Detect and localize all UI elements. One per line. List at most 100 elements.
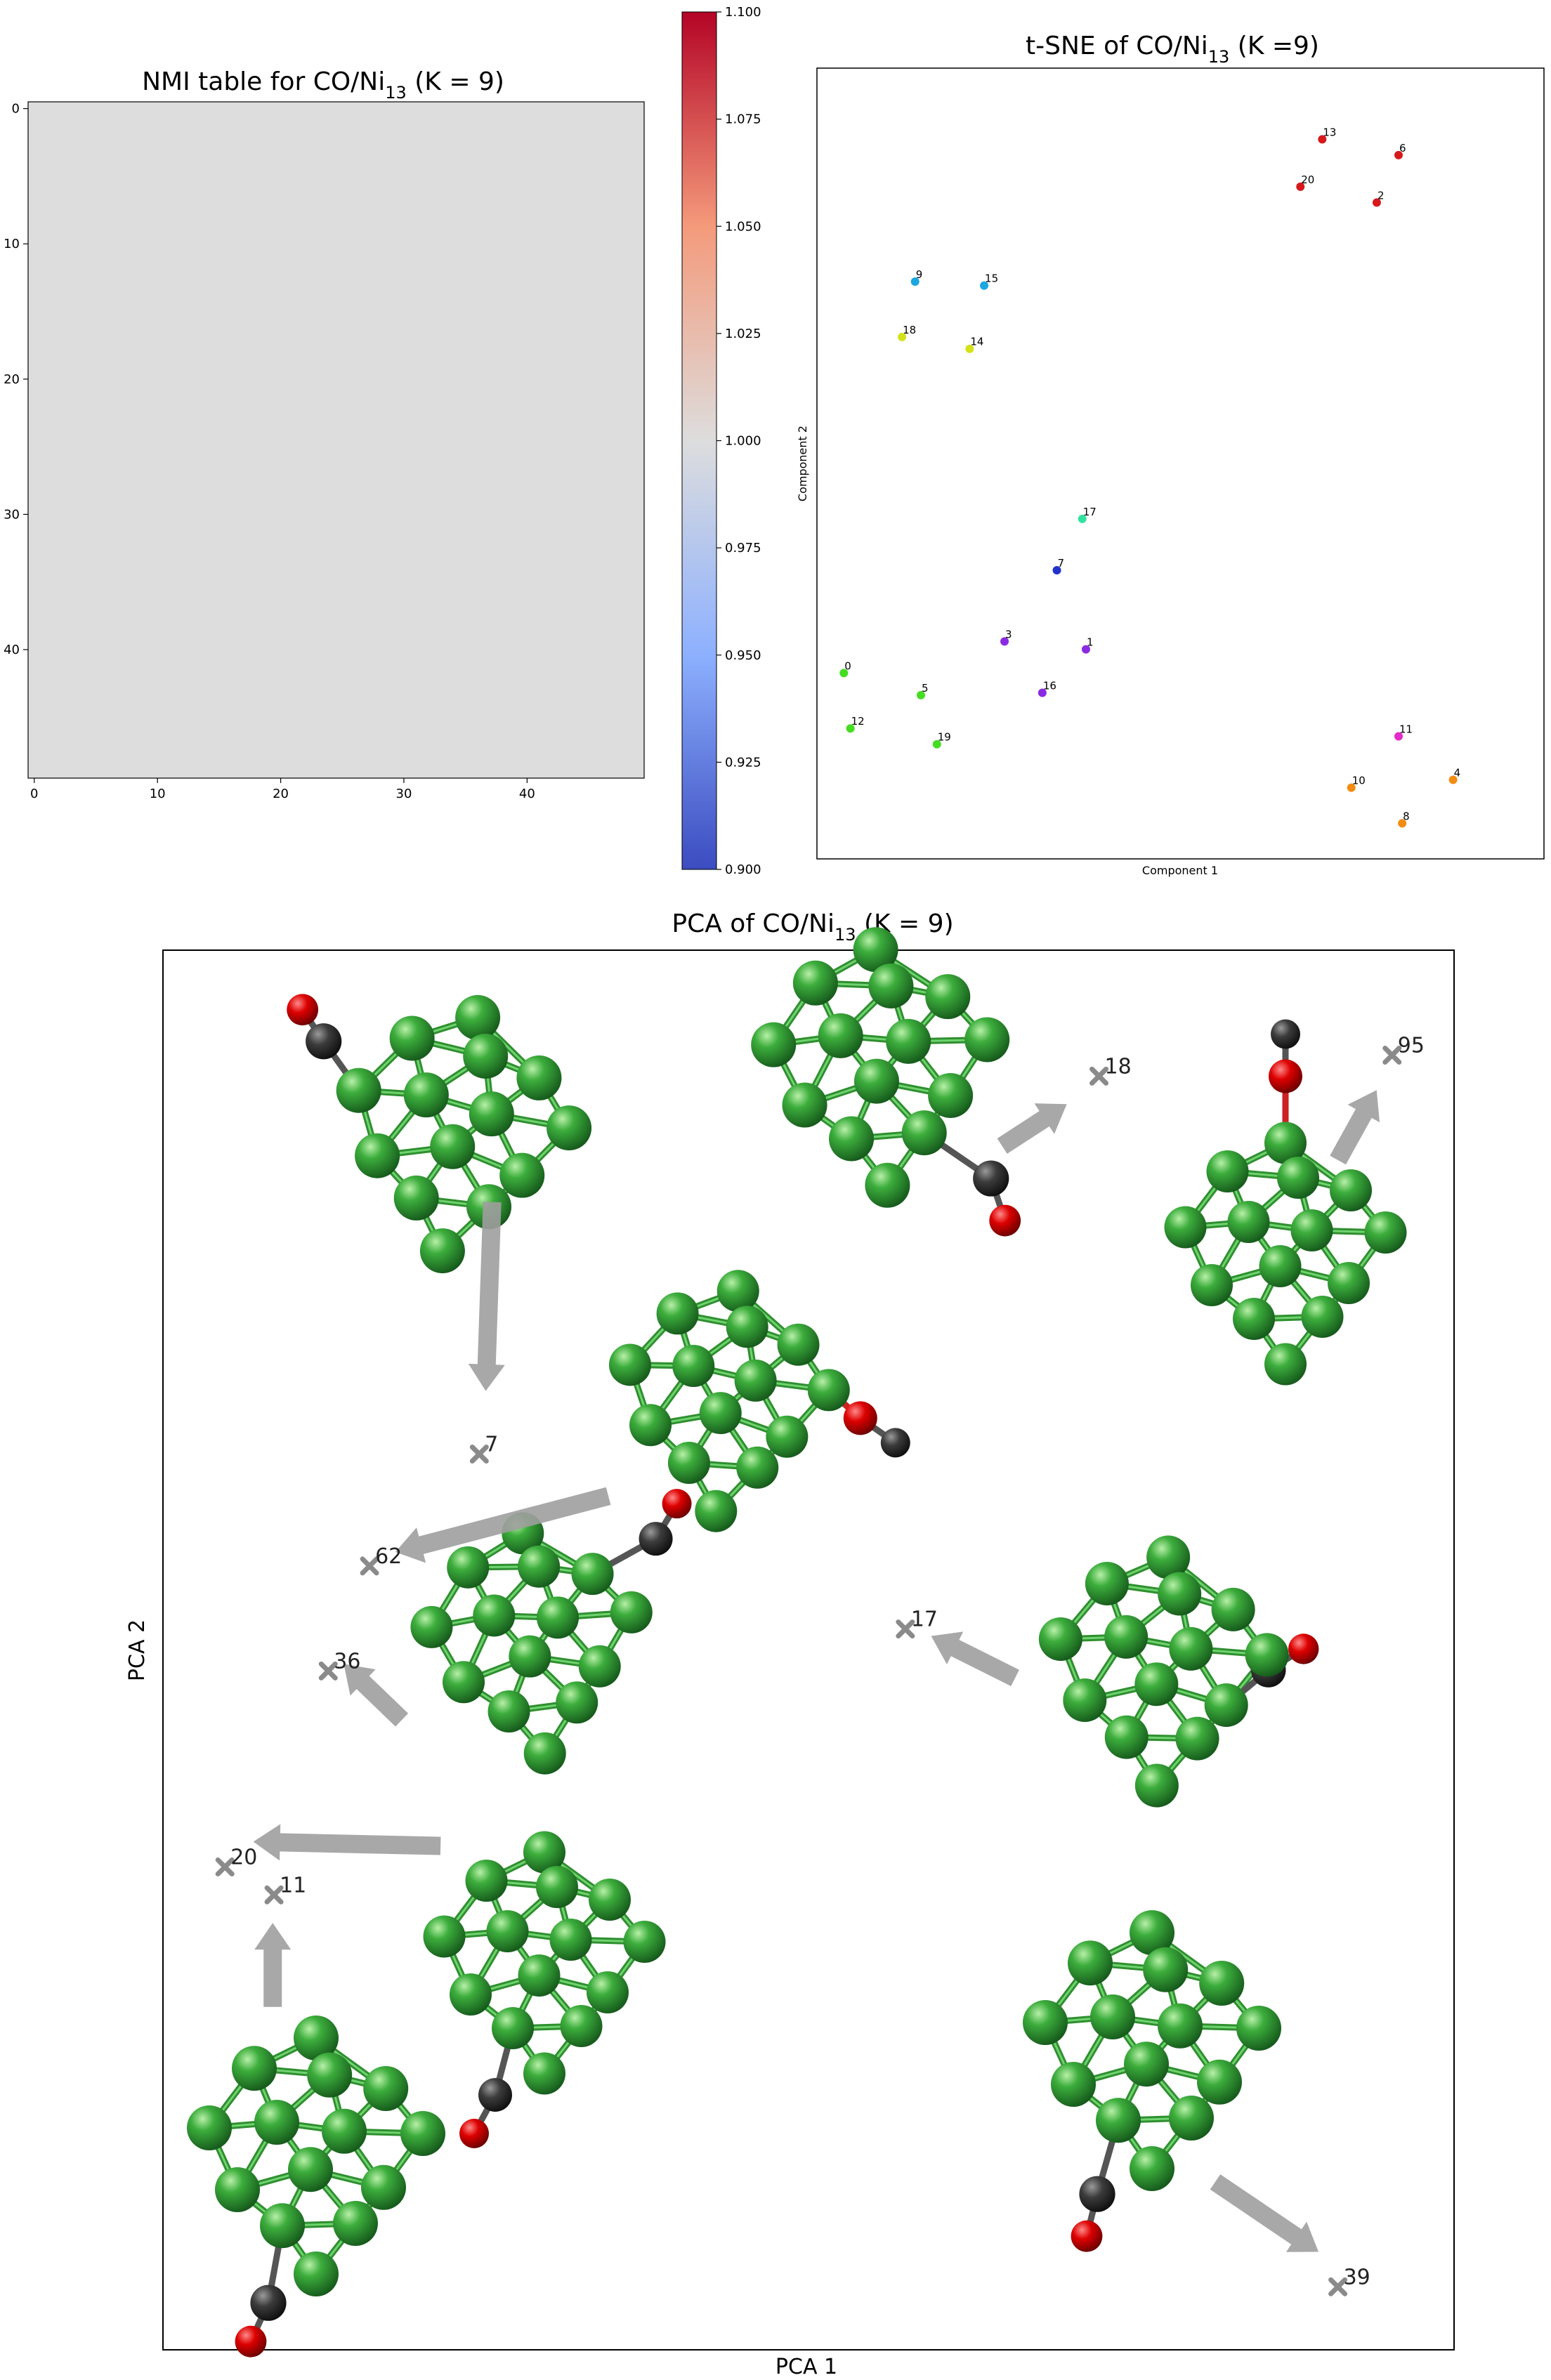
pca-point-label: 36: [334, 1649, 360, 1674]
pca-x-label: PCA 1: [776, 2355, 837, 2379]
carbon-atom: [880, 1428, 910, 1458]
ni-atom: [443, 1661, 485, 1704]
tsne-title: t-SNE of CO/Ni13 (K =9): [1026, 32, 1319, 67]
ni-atom: [928, 1072, 974, 1118]
tsne-panel: t-SNE of CO/Ni13 (K =9) Component 1 Comp…: [796, 32, 1545, 877]
ni-atom: [925, 974, 971, 1020]
heatmap-x-tick-label: 40: [519, 787, 535, 801]
pca-arrow: [997, 1103, 1067, 1154]
carbon-atom: [973, 1160, 1009, 1197]
ni-atom: [1124, 2042, 1169, 2087]
ni-atom: [254, 2100, 299, 2145]
oxygen-atom: [1071, 2220, 1103, 2252]
ni-atom: [403, 1072, 449, 1118]
tsne-point: [846, 724, 855, 733]
pca-arrow: [254, 1923, 292, 2007]
ni-atom: [518, 1545, 561, 1588]
tsne-point: [1081, 645, 1090, 654]
ni13-cluster-render: [1023, 1910, 1281, 2252]
ni-atom: [1051, 2062, 1096, 2107]
heatmap-y-tick-label: 10: [4, 237, 20, 251]
pca-point-label: 95: [1398, 1033, 1425, 1058]
ni-atom: [523, 1732, 566, 1775]
tsne-point: [1000, 637, 1009, 646]
ni-atom: [1038, 1617, 1082, 1661]
colorbar-tick-label: 1.100: [725, 5, 761, 20]
carbon-atom: [306, 1023, 342, 1060]
tsne-point: [1318, 135, 1327, 144]
ni-atom: [1175, 1716, 1219, 1761]
ni-atom: [410, 1605, 453, 1648]
ni-atom: [766, 1415, 809, 1458]
ni-atom: [516, 1055, 562, 1100]
ni-atom: [1264, 1343, 1307, 1386]
tsne-point-label: 17: [1083, 506, 1097, 518]
carbon-atom: [250, 2284, 287, 2321]
ni-atom: [450, 1973, 492, 2016]
pca-point: [1089, 1066, 1109, 1086]
pca-point: [469, 1444, 489, 1464]
tsne-point-label: 16: [1043, 680, 1056, 692]
ni-atom: [667, 1442, 710, 1485]
tsne-point-label: 18: [903, 324, 916, 336]
ni-atom: [1204, 1683, 1248, 1727]
tsne-point-label: 14: [970, 336, 983, 348]
ni-atom: [447, 1546, 490, 1589]
ni-atom: [1023, 2000, 1068, 2045]
heatmap-x-tick-label: 30: [396, 787, 412, 801]
ni-atom: [423, 1915, 466, 1958]
pca-arrow: [253, 1824, 441, 1861]
pca-point-label: 11: [280, 1873, 306, 1898]
ni-atom: [1364, 1211, 1407, 1254]
ni-atom: [1104, 1715, 1148, 1759]
pca-points: 18 95 7 62 17 36 20 11 39: [215, 1033, 1425, 2296]
ni-atom: [699, 1392, 742, 1435]
pca-arrow: [1330, 1090, 1380, 1165]
ni-atom: [578, 1645, 621, 1688]
ni-atom: [333, 2201, 378, 2246]
ni-atom: [1290, 1209, 1333, 1251]
ni-atom: [1158, 2003, 1203, 2049]
ni-atom: [355, 1133, 400, 1178]
tsne-point: [1347, 783, 1356, 792]
ni-atom: [336, 1067, 381, 1113]
pca-point-label: 18: [1105, 1054, 1132, 1079]
ni-atom: [499, 1152, 545, 1198]
colorbar-tick-label: 0.950: [725, 648, 761, 663]
ni13-cluster-render: [751, 927, 1021, 1237]
tsne-x-label: Component 1: [1142, 864, 1218, 877]
ni-atom: [853, 927, 898, 973]
ni-atom: [393, 1175, 439, 1221]
ni-atom: [818, 1013, 863, 1058]
tsne-point: [932, 739, 941, 749]
ni-atom: [734, 1359, 777, 1402]
tsne-point: [980, 281, 989, 290]
heatmap-cells: [27, 101, 645, 779]
tsne-point: [1394, 732, 1403, 741]
ni-atom: [1330, 1169, 1372, 1211]
oxygen-atom: [989, 1204, 1021, 1237]
tsne-point-label: 3: [1005, 628, 1012, 640]
pca-arrow: [395, 1487, 611, 1563]
ni-atom: [782, 1082, 827, 1128]
ni-atom: [465, 1860, 508, 1902]
heatmap-y-tick-label: 40: [4, 643, 20, 657]
ni-atom: [610, 1591, 653, 1633]
tsne-point: [1296, 182, 1305, 191]
ni-atom: [288, 2147, 333, 2192]
ni-atom: [1068, 1940, 1113, 1986]
ni-atom: [672, 1344, 715, 1387]
tsne-point-label: 19: [938, 731, 951, 744]
ni-atom: [1301, 1296, 1344, 1338]
tsne-point-label: 8: [1403, 810, 1410, 822]
pca-point: [360, 1556, 379, 1576]
ni13-cluster-render: [287, 994, 592, 1274]
tsne-point: [1372, 198, 1381, 207]
ni-atom: [865, 1162, 910, 1208]
ni-atom: [807, 1369, 850, 1412]
ni-atom: [260, 2203, 305, 2249]
ni-atom: [1104, 1615, 1148, 1659]
ni-atom: [1233, 1298, 1275, 1340]
pca-point: [215, 1857, 235, 1876]
